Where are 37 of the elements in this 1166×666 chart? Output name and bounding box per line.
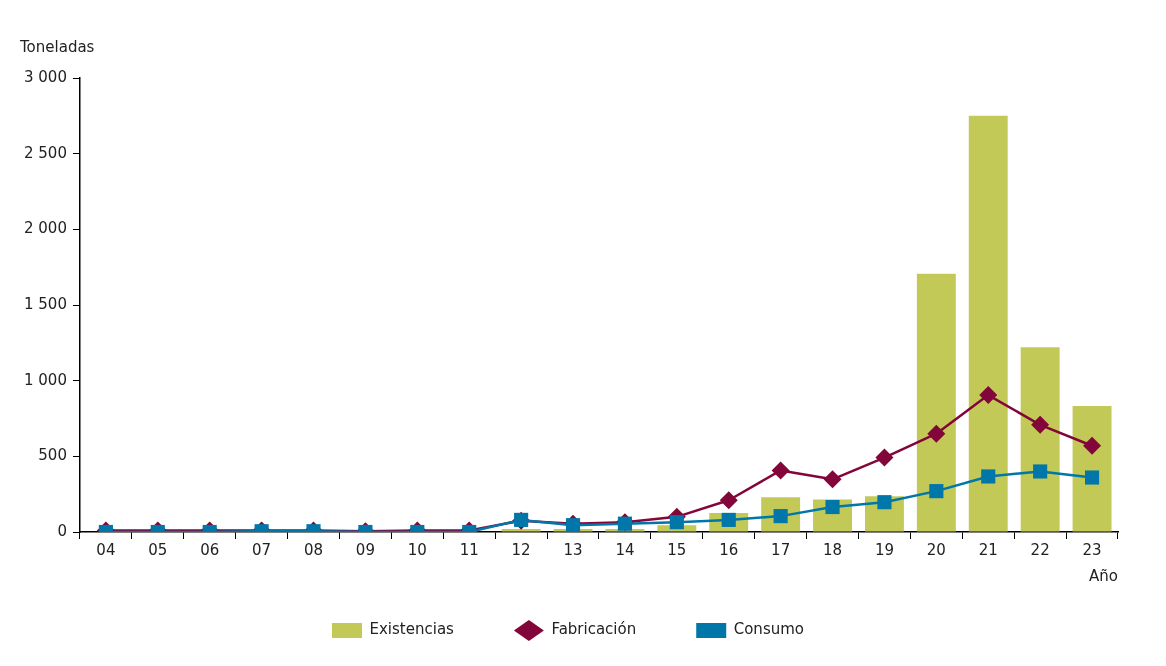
y-tick-label: 2 000 (23, 219, 67, 238)
y-tick-label: 3 000 (23, 67, 67, 86)
x-tick-label: 09 (355, 540, 375, 559)
x-tick-label: 22 (1030, 540, 1050, 559)
x-tick-label: 04 (96, 540, 116, 559)
x-tick-label: 19 (874, 540, 894, 559)
y-tick-label: 1 500 (23, 294, 67, 313)
legend-label: Existencias (369, 620, 455, 639)
x-tick-label: 13 (563, 540, 583, 559)
bar (1020, 347, 1060, 532)
bar (501, 528, 541, 532)
x-tick-label: 16 (719, 540, 739, 559)
x-tick-label: 07 (252, 540, 272, 559)
x-tick-label: 15 (667, 540, 687, 559)
legend-label: Consumo (733, 620, 804, 639)
x-tick-label: 12 (511, 540, 531, 559)
x-axis-title: Año (1089, 567, 1118, 586)
x-tick-label: 06 (200, 540, 220, 559)
x-tick-label: 11 (459, 540, 479, 559)
x-tick-label: 10 (407, 540, 427, 559)
x-tick-label: 05 (148, 540, 168, 559)
y-tick-label: 1 000 (23, 370, 67, 389)
x-tick-label: 17 (771, 540, 791, 559)
y-axis-title: Toneladas (19, 38, 95, 57)
x-tick-label: 20 (926, 540, 946, 559)
bar (968, 115, 1008, 532)
y-tick-label: 2 500 (23, 143, 67, 162)
legend-label: Fabricación (551, 620, 637, 639)
x-tick-label: 21 (978, 540, 998, 559)
bar (916, 273, 956, 532)
x-tick-label: 08 (303, 540, 324, 559)
x-tick-label: 23 (1082, 540, 1102, 559)
bar (1072, 405, 1112, 532)
x-tick-label: 14 (615, 540, 635, 559)
y-tick-label: 0 (57, 521, 67, 540)
y-tick-label: 500 (38, 446, 67, 465)
x-tick-label: 18 (822, 540, 843, 559)
